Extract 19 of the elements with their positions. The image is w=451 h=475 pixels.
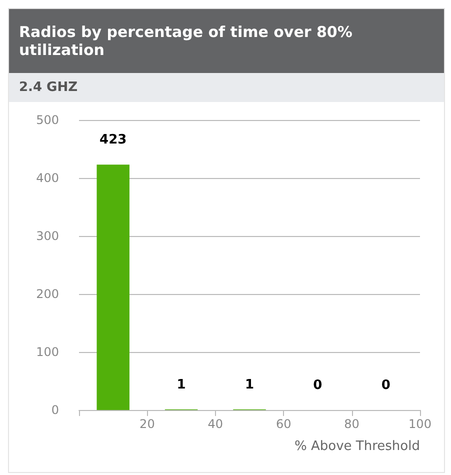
x-tick-label: 40 <box>208 417 224 431</box>
x-tick-label: 60 <box>276 417 292 431</box>
chart-subtitle: 2.4 GHZ <box>9 73 444 102</box>
data-label: 1 <box>176 377 186 392</box>
y-tick-label: 400 <box>36 171 59 185</box>
data-label: 0 <box>313 378 322 393</box>
chart-title: Radios by percentage of time over 80% utilization <box>9 9 444 73</box>
data-label: 1 <box>244 377 254 392</box>
y-tick-label: 500 <box>36 113 59 127</box>
y-tick-label: 200 <box>36 287 59 301</box>
data-label: 0 <box>381 378 390 393</box>
y-tick-label: 300 <box>36 229 59 243</box>
x-axis-title: % Above Threshold <box>294 439 420 454</box>
data-label: 423 <box>100 132 127 148</box>
y-tick-label: 0 <box>51 403 59 417</box>
y-tick-label: 100 <box>36 345 59 359</box>
x-tick-label: 80 <box>344 417 360 431</box>
x-tick-label: 100 <box>408 417 432 431</box>
x-tick-label: 20 <box>140 417 155 431</box>
